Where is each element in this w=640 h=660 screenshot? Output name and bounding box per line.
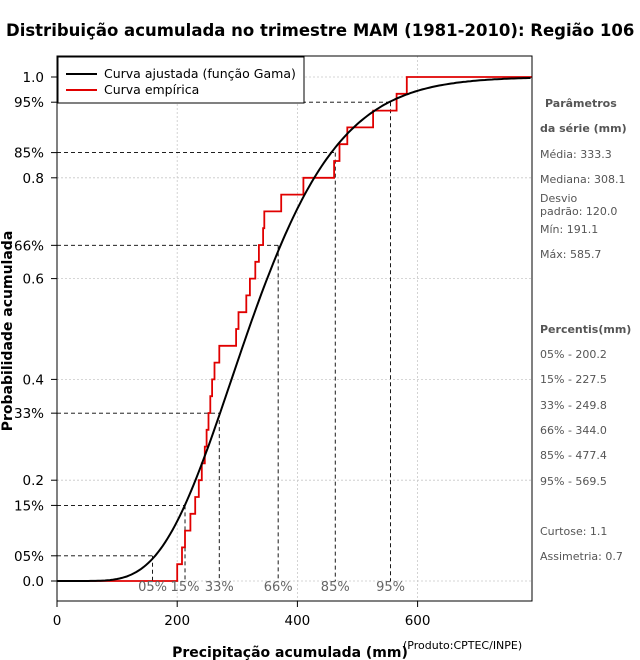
legend-label-empirical: Curva empírica [104, 82, 199, 97]
y-tick-label: 0.4 [23, 372, 44, 388]
y-percent-tick-label: 85% [14, 146, 44, 162]
percentil-85: 85% - 477.4 [540, 449, 607, 462]
stats-panel: Parâmetros da série (mm) Média: 333.3 Me… [540, 97, 631, 563]
percentis-title: Percentis(mm) [540, 323, 631, 336]
x-tick-label: 0 [53, 613, 62, 629]
plot-frame [56, 55, 533, 602]
percentil-33: 33% - 249.8 [540, 399, 607, 412]
x-axis-label: Precipitação acumulada (mm) [172, 645, 408, 660]
x-tick-label: 600 [405, 613, 431, 629]
y-percent-tick-label: 33% [14, 406, 44, 422]
percentil-05: 05% - 200.2 [540, 348, 607, 361]
percentile-label: 15% [171, 580, 200, 595]
y-percent-tick-label: 66% [14, 238, 44, 254]
series [57, 76, 532, 582]
stat-min: Mín: 191.1 [540, 223, 598, 236]
percentil-66: 66% - 344.0 [540, 424, 607, 437]
legend-box [57, 56, 305, 104]
stat-kurtosis: Curtose: 1.1 [540, 525, 607, 538]
y-tick-label: 0.2 [23, 473, 44, 489]
empirical-step-line [57, 76, 532, 582]
percentil-95: 95% - 569.5 [540, 475, 607, 488]
y-axis: 0.0 0.2 0.4 0.6 0.8 1.0 95% 85% 66% 33% 15% 05% [14, 70, 57, 590]
percentile-label: 66% [264, 580, 293, 595]
stat-stddev-1: Desvio [540, 192, 578, 205]
percentile-label: 85% [321, 580, 350, 595]
y-tick-label: 0.6 [23, 272, 44, 288]
legend: Curva ajustada (função Gama) Curva empír… [57, 56, 305, 104]
x-axis: 0 200 400 600 [53, 601, 431, 629]
y-tick-label: 0.0 [23, 574, 44, 590]
y-percent-tick-label: 15% [14, 498, 44, 514]
legend-label-fit: Curva ajustada (função Gama) [104, 66, 296, 81]
percentile-label: 05% [138, 580, 167, 595]
chart-title: Distribuição acumulada no trimestre MAM … [6, 21, 634, 40]
percentile-labels: 05% 15% 33% 66% 85% 95% [138, 580, 405, 595]
y-percent-tick-label: 95% [14, 95, 44, 111]
y-percent-tick-label: 05% [14, 549, 44, 565]
stat-median: Mediana: 308.1 [540, 173, 625, 186]
x-tick-label: 400 [285, 613, 311, 629]
y-tick-label: 1.0 [23, 70, 44, 86]
params-title-1: Parâmetros [545, 97, 617, 110]
percentil-15: 15% - 227.5 [540, 373, 607, 386]
gamma-fit-line [57, 77, 531, 582]
x-tick-label: 200 [164, 613, 190, 629]
percentile-label: 95% [376, 580, 405, 595]
y-axis-label: Probabilidade acumulada [0, 231, 16, 432]
stat-max: Máx: 585.7 [540, 248, 601, 261]
y-tick-label: 0.8 [23, 171, 44, 187]
stat-stddev-2: padrão: 120.0 [540, 205, 617, 218]
credit-text: (Produto:CPTEC/INPE) [403, 639, 522, 652]
stat-mean: Média: 333.3 [540, 148, 612, 161]
stat-skewness: Assimetria: 0.7 [540, 550, 623, 563]
percentile-label: 33% [205, 580, 234, 595]
params-title-2: da série (mm) [540, 122, 627, 135]
